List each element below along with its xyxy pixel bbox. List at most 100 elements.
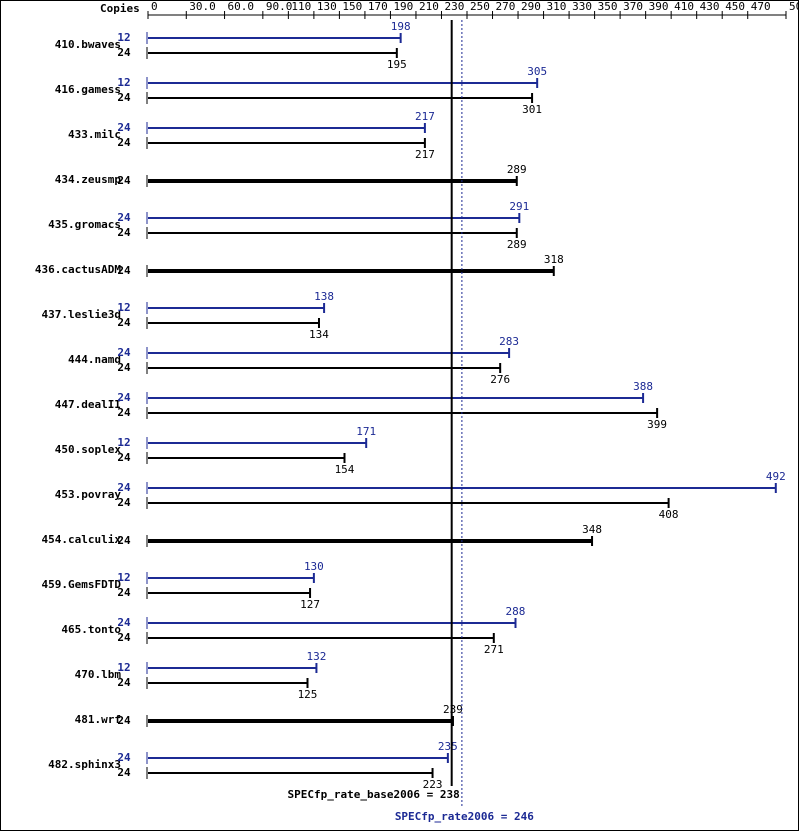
value-label: 348	[582, 523, 602, 536]
benchmark-name: 470.lbm	[75, 668, 122, 681]
benchmark-name: 450.soplex	[55, 443, 122, 456]
value-label: 127	[300, 598, 320, 611]
copies: 24	[117, 91, 131, 104]
copies: 24	[117, 226, 131, 239]
value-label: 271	[484, 643, 504, 656]
value-label: 138	[314, 290, 334, 303]
copies: 24	[117, 361, 131, 374]
value-label: 217	[415, 148, 435, 161]
x-tick-label: 30.0	[189, 0, 216, 13]
x-tick-label: 370	[623, 0, 643, 13]
benchmark-name: 434.zeusmp	[55, 173, 122, 186]
value-label: 289	[507, 238, 527, 251]
copies: 24	[117, 631, 131, 644]
value-label: 399	[647, 418, 667, 431]
value-label: 291	[509, 200, 529, 213]
benchmark-name: 416.gamess	[55, 83, 121, 96]
x-tick-label: 90.0	[266, 0, 293, 13]
x-tick-label: 150	[342, 0, 362, 13]
value-label: 171	[356, 425, 376, 438]
value-label: 134	[309, 328, 329, 341]
benchmark-name: 435.gromacs	[48, 218, 121, 231]
copies: 12	[117, 76, 130, 89]
copies: 24	[117, 316, 131, 329]
benchmark-name: 482.sphinx3	[48, 758, 121, 771]
value-label: 408	[659, 508, 679, 521]
value-label: 132	[306, 650, 326, 663]
x-tick-label: 170	[368, 0, 388, 13]
copies-header: Copies	[100, 2, 140, 15]
benchmark-name: 447.dealII	[55, 398, 121, 411]
copies: 24	[117, 211, 131, 224]
copies: 24	[117, 616, 131, 629]
value-label: 235	[438, 740, 458, 753]
x-tick-label: 470	[751, 0, 771, 13]
copies: 12	[117, 301, 130, 314]
x-tick-label: 250	[470, 0, 490, 13]
benchmark-name: 453.povray	[55, 488, 122, 501]
copies: 24	[117, 264, 131, 277]
copies: 12	[117, 436, 130, 449]
value-label: 239	[443, 703, 463, 716]
x-tick-label: 130	[317, 0, 337, 13]
value-label: 492	[766, 470, 786, 483]
copies: 12	[117, 661, 130, 674]
value-label: 305	[527, 65, 547, 78]
x-tick-label: 330	[572, 0, 592, 13]
copies: 24	[117, 766, 131, 779]
peak-summary: SPECfp_rate2006 = 246	[395, 810, 534, 823]
x-tick-label: 190	[393, 0, 413, 13]
value-label: 276	[490, 373, 510, 386]
benchmark-name: 433.milc	[68, 128, 121, 141]
x-tick-label: 310	[547, 0, 567, 13]
benchmark-name: 436.cactusADM	[35, 263, 121, 276]
x-tick-label: 290	[521, 0, 541, 13]
value-label: 283	[499, 335, 519, 348]
benchmark-name: 481.wrf	[75, 713, 121, 726]
value-label: 223	[423, 778, 443, 791]
x-tick-label: 350	[598, 0, 618, 13]
copies: 24	[117, 406, 131, 419]
benchmark-name: 444.namd	[68, 353, 121, 366]
value-label: 154	[335, 463, 355, 476]
copies: 24	[117, 121, 131, 134]
copies: 24	[117, 174, 131, 187]
x-tick-label: 500	[789, 0, 799, 13]
value-label: 130	[304, 560, 324, 573]
copies: 24	[117, 751, 131, 764]
x-tick-label: 110	[291, 0, 311, 13]
value-label: 301	[522, 103, 542, 116]
copies: 24	[117, 586, 131, 599]
value-label: 288	[506, 605, 526, 618]
copies: 24	[117, 676, 131, 689]
copies: 24	[117, 481, 131, 494]
copies: 24	[117, 496, 131, 509]
value-label: 289	[507, 163, 527, 176]
x-tick-label: 410	[674, 0, 694, 13]
value-label: 318	[544, 253, 564, 266]
value-label: 195	[387, 58, 407, 71]
copies: 12	[117, 31, 130, 44]
value-label: 217	[415, 110, 435, 123]
copies: 24	[117, 46, 131, 59]
benchmark-name: 459.GemsFDTD	[42, 578, 122, 591]
benchmark-name: 437.leslie3d	[42, 308, 121, 321]
copies: 24	[117, 346, 131, 359]
copies: 24	[117, 714, 131, 727]
x-tick-label: 230	[444, 0, 464, 13]
x-tick-label: 390	[649, 0, 669, 13]
copies: 24	[117, 136, 131, 149]
copies: 24	[117, 391, 131, 404]
copies: 12	[117, 571, 130, 584]
x-tick-label: 430	[700, 0, 720, 13]
value-label: 388	[633, 380, 653, 393]
value-label: 125	[298, 688, 318, 701]
base-summary: SPECfp_rate_base2006 = 238	[288, 788, 460, 801]
x-tick-label: 450	[725, 0, 745, 13]
x-tick-label: 210	[419, 0, 439, 13]
x-tick-label: 0	[151, 0, 158, 13]
copies: 24	[117, 534, 131, 547]
benchmark-name: 410.bwaves	[55, 38, 121, 51]
benchmark-name: 454.calculix	[42, 533, 122, 546]
